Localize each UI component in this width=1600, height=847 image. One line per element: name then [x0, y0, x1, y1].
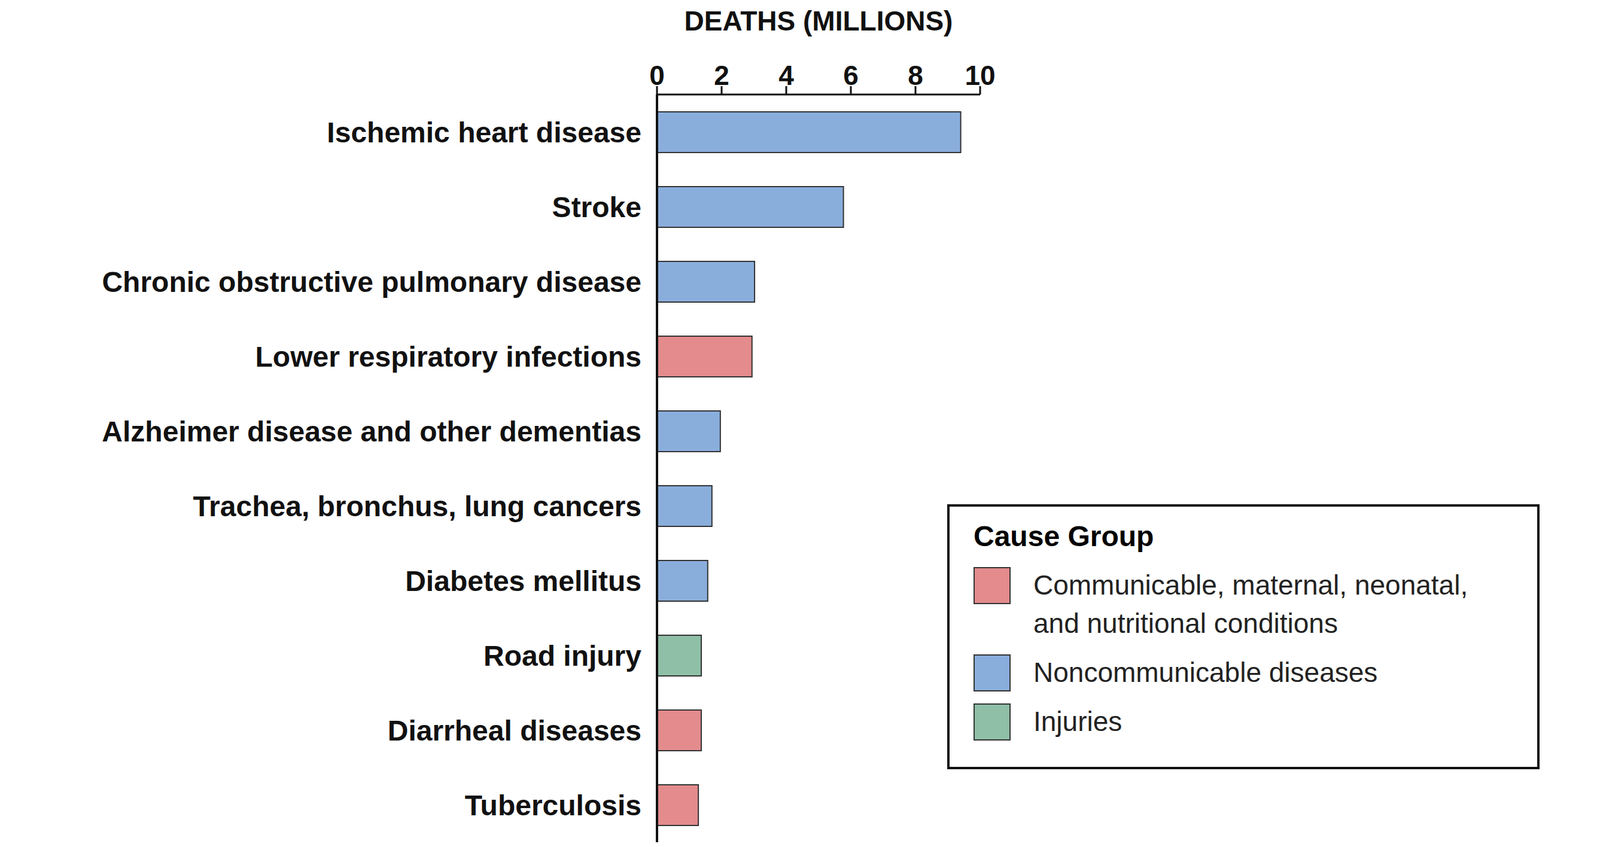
html-text:Injuries: Injuries: [1033, 706, 1123, 738]
svg-text:10: 10: [964, 59, 996, 91]
svg-text:Stroke: Stroke: [552, 191, 642, 224]
svg-text:8: 8: [907, 59, 924, 91]
svg-text:Road injury: Road injury: [483, 640, 642, 672]
svg-text:Alzheimer disease and other de: Alzheimer disease and other dementias: [101, 415, 642, 448]
html-text:Communicable, maternal, neonat: Communicable, maternal, neonatal, and nu…: [1033, 569, 1468, 640]
svg-text:Tuberculosis: Tuberculosis: [464, 789, 642, 822]
svg-text:2: 2: [713, 59, 730, 91]
svg-text:Lower respiratory infections: Lower respiratory infections: [255, 341, 643, 373]
svg-text:4: 4: [778, 59, 795, 91]
svg-text:0: 0: [649, 59, 665, 91]
svg-text:6: 6: [843, 59, 859, 91]
svg-text:DEATHS (MILLIONS): DEATHS (MILLIONS): [684, 5, 954, 37]
html-text:Noncommunicable diseases: Noncommunicable diseases: [1033, 656, 1378, 689]
svg-text:Ischemic heart disease: Ischemic heart disease: [326, 116, 642, 149]
html-text:Cause Group: Cause Group: [973, 520, 1154, 553]
svg-text:Chronic obstructive pulmonary: Chronic obstructive pulmonary disease: [101, 266, 642, 298]
svg-text:Diabetes mellitus: Diabetes mellitus: [405, 565, 642, 598]
svg-text:Trachea, bronchus, lung cancer: Trachea, bronchus, lung cancers: [192, 490, 642, 523]
svg-text:Diarrheal diseases: Diarrheal diseases: [387, 715, 642, 747]
